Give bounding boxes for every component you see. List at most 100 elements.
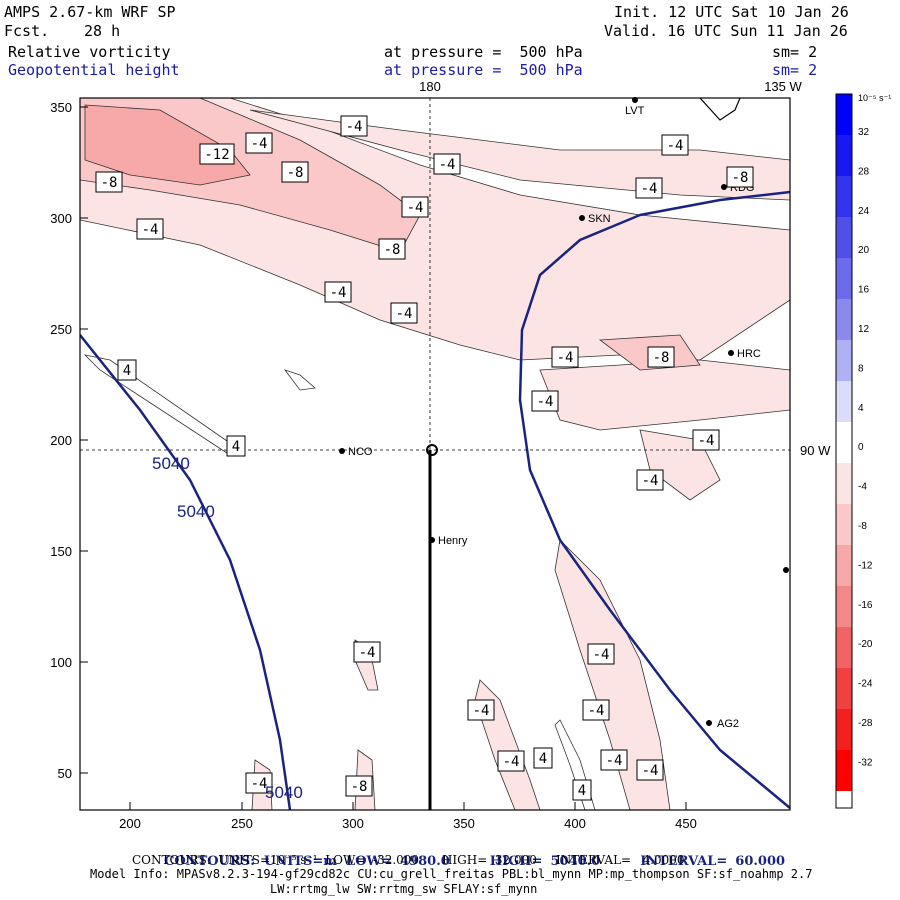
station-label: AG2 [717,718,739,730]
height-contour-info: CONTOURS: UNITS=m LOW= 4980.0 HIGH= 5040.0 I… [164,854,786,869]
x-axis-labels: 200 250 300 350 400 450 [119,816,697,831]
lon-label-90w: 90 W [800,443,831,458]
forecast-hour: 28 h [84,22,121,40]
y-tick-label: 250 [50,322,72,337]
vort-label: -8 [653,350,670,366]
vort-label: -4 [642,763,659,779]
colorbar-label: 20 [858,245,870,256]
vort-label: -4 [503,754,520,770]
station-label: SKN [588,213,611,225]
y-tick-label: 100 [50,655,72,670]
vort-label: 4 [232,439,240,455]
vort-label: -4 [557,350,574,366]
y-tick-label: 300 [50,211,72,226]
colorbar-cell [836,258,852,299]
colorbar-label: 4 [858,403,864,414]
vort-label: -8 [287,165,304,181]
field2-level: at pressure = 500 hPa [384,61,583,79]
vort-label: -4 [330,285,347,301]
vort-label: -4 [537,394,554,410]
colorbar-label: -24 [858,679,873,690]
colorbar-label: -20 [858,639,873,650]
vort-label: 4 [578,783,586,799]
colorbar-label: -32 [858,757,873,768]
colorbar-label: 12 [858,324,870,335]
vorticity-contour-info: CONTOURS: UNITS=10⁻⁵ s⁻¹ LOW= -32.000 HI… [132,853,685,867]
colorbar-label: 0 [858,442,864,453]
vort-label: -4 [698,433,715,449]
vort-label: -8 [101,175,118,191]
vort-streak-low1 [554,539,671,810]
height-labels: 5040 5040 5040 [152,454,303,802]
y-tick-label: 50 [58,766,72,781]
lon-label-180: 180 [419,79,441,94]
lon-label-135w: 135 W [764,79,802,94]
height-label: 5040 [177,502,215,521]
vort-label: -4 [359,645,376,661]
model-title: AMPS 2.67-km WRF SP [4,3,176,21]
colorbar-cell [836,422,852,463]
colorbar-label: -8 [858,521,867,532]
height-contours [80,190,790,810]
field1-smoothing: sm= 2 [772,43,818,61]
x-tick-label: 200 [119,816,141,831]
colorbar-units: 10⁻⁵ s⁻¹ [858,93,891,103]
model-info-2: LW:rrtmg_lw SW:rrtmg_sw SFLAY:sf_mynn [270,882,538,896]
pole-marker [426,444,438,456]
model-info: Model Info: MPASv8.2.3-194-gf29cd82c CU:… [90,867,813,881]
colorbar-label: -28 [858,718,873,729]
station-label: LVT [625,105,645,117]
colorbar-cell [836,463,852,504]
colorbar-cell [836,668,852,709]
vort-label: -4 [251,776,268,792]
coast-contour [699,98,741,121]
y-tick-label: 150 [50,544,72,559]
vort-label: -4 [142,222,159,238]
vort-label: -4 [606,753,623,769]
vort-label: -4 [396,306,413,322]
colorbar-cell [836,381,852,422]
vort-label: -4 [346,119,363,135]
colorbar-label: 28 [858,166,870,177]
y-axis-labels: 350 300 250 200 150 100 50 [50,100,72,781]
vort-label: -4 [593,647,610,663]
valid-time: Valid. 16 UTC Sun 11 Jan 26 [604,22,848,40]
x-tick-label: 250 [231,816,253,831]
field2-name: Geopotential height [8,61,180,79]
colorbar-cell [836,709,852,750]
station-label: HRC [737,348,761,360]
vort-label: -4 [642,473,659,489]
colorbar-cell [836,340,852,381]
field1-level: at pressure = 500 hPa [384,43,583,61]
colorbar-cell [836,627,852,668]
x-tick-label: 300 [342,816,364,831]
station-label: Henry [438,535,468,547]
vort-label: -4 [667,138,684,154]
vort-label: -8 [384,242,401,258]
colorbar-label: 24 [858,206,870,217]
colorbar-label: -12 [858,560,873,571]
colorbar-cell [836,586,852,627]
small-contour [283,369,316,391]
colorbar-cell [836,299,852,340]
stations: LVT SKN RDG HRC NCO Henry AG2 [339,97,789,730]
vort-label: -8 [732,170,749,186]
vorticity-labels: -4 -4 -4 -4 -4 -8 -12 -8 -8 -4 -4 -8 -4 … [95,115,754,801]
colorbar-label: -16 [858,600,873,611]
y-tick-label: 350 [50,100,72,115]
vort-label: -4 [251,136,268,152]
vort-label: 4 [539,751,547,767]
vort-label: 4 [123,363,131,379]
field2-smoothing: sm= 2 [772,61,818,79]
vort-label: -12 [204,147,229,163]
x-tick-label: 400 [564,816,586,831]
colorbar-cell [836,545,852,586]
vort-label: -4 [407,200,424,216]
height-label: 5040 [152,454,190,473]
vort-label: -8 [351,779,368,795]
field1-name: Relative vorticity [8,43,171,61]
vort-label: -4 [439,157,456,173]
height-contour-left [80,334,292,810]
colorbar-label: 32 [858,127,870,138]
